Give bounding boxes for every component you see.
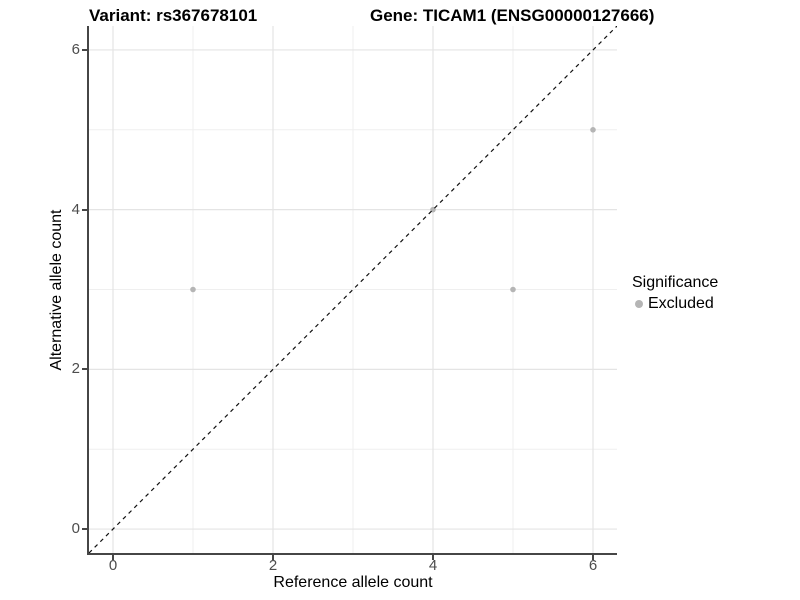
x-tick-label: 4 (428, 557, 438, 574)
x-tick-label: 6 (588, 557, 598, 574)
y-tick-label: 4 (71, 200, 80, 218)
plot-canvas (89, 26, 617, 553)
data-point (590, 127, 596, 133)
legend-entry-label: Excluded (648, 295, 714, 312)
x-tick-label: 0 (108, 557, 118, 574)
x-tick-mark (432, 555, 434, 560)
variant-title: Variant: rs367678101 (89, 6, 258, 25)
legend-entry-excluded: Excluded (635, 294, 718, 313)
y-tick-label: 2 (71, 360, 80, 378)
x-tick-label: 2 (268, 557, 278, 574)
x-tick-mark (272, 555, 274, 560)
y-tick-mark (82, 528, 87, 531)
y-tick-label: 6 (71, 40, 80, 58)
legend-title: Significance (632, 274, 719, 291)
legend: Significance Excluded (630, 273, 718, 313)
x-tick-mark (592, 555, 594, 560)
y-tick-mark (82, 368, 87, 371)
gene-title: Gene: TICAM1 (ENSG00000127666) (370, 6, 655, 25)
y-axis-title: Alternative allele count (48, 209, 65, 371)
x-tick-mark (112, 555, 114, 560)
plot-panel (87, 26, 617, 555)
y-tick-mark (82, 208, 87, 211)
data-point (510, 286, 516, 293)
y-tick-label: 0 (71, 520, 80, 538)
data-point (190, 286, 196, 293)
x-axis-title: Reference allele count (273, 574, 433, 591)
y-tick-mark (82, 48, 87, 51)
excluded-point-icon (635, 299, 643, 308)
